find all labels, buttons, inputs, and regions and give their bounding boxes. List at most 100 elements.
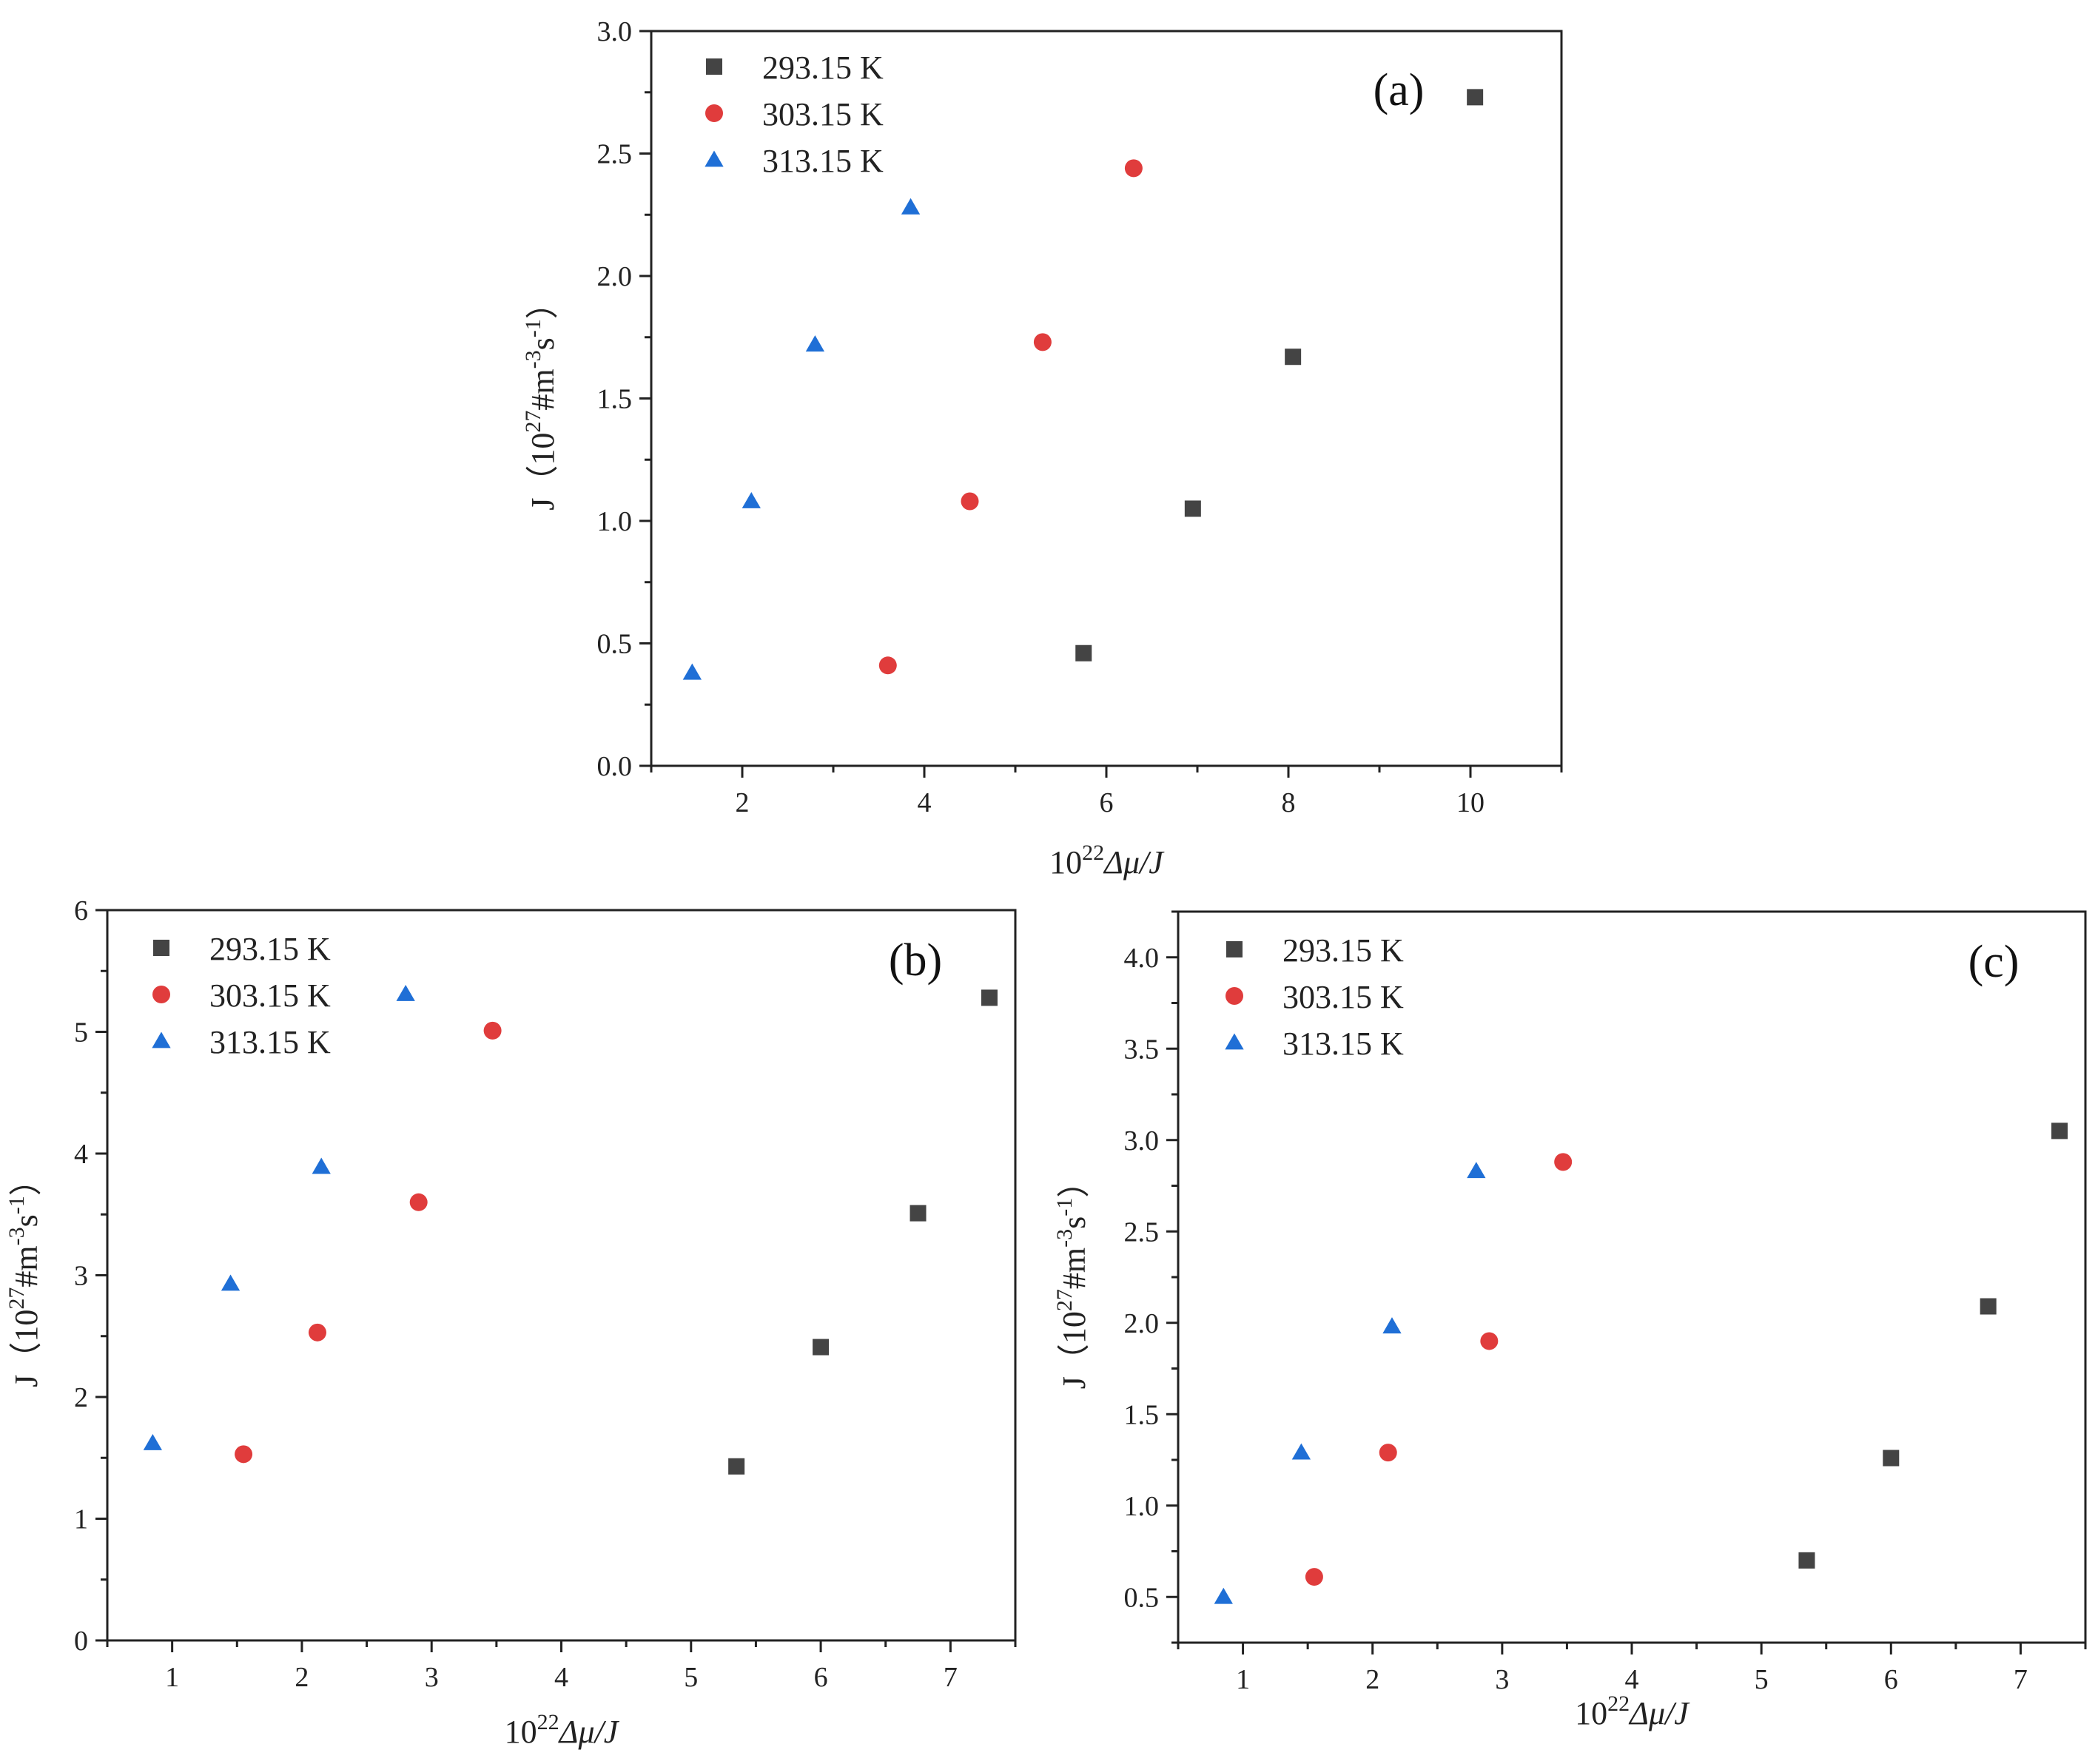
data-point bbox=[728, 1458, 745, 1475]
data-point bbox=[805, 335, 825, 352]
data-point bbox=[981, 989, 998, 1006]
x-tick-label: 1 bbox=[165, 1662, 179, 1693]
legend-label: 313.15 K bbox=[209, 1024, 331, 1060]
x-tick-label: 1 bbox=[1236, 1664, 1250, 1695]
x-tick-label: 8 bbox=[1282, 787, 1296, 818]
data-point bbox=[1798, 1552, 1815, 1569]
data-point bbox=[396, 984, 415, 1001]
legend-label: 313.15 K bbox=[762, 143, 884, 179]
y-tick-label: 5 bbox=[74, 1017, 88, 1048]
x-tick-label: 2 bbox=[295, 1662, 309, 1693]
data-point bbox=[1554, 1153, 1573, 1171]
x-tick-label: 5 bbox=[1755, 1664, 1769, 1695]
data-point bbox=[1467, 89, 1484, 106]
data-point bbox=[1467, 1162, 1486, 1179]
y-tick-label: 1.5 bbox=[597, 384, 633, 415]
data-point bbox=[221, 1274, 241, 1291]
panel-label: (a) bbox=[1374, 65, 1425, 115]
y-tick-label: 0.0 bbox=[597, 751, 633, 782]
y-tick-label: 4.0 bbox=[1124, 943, 1160, 974]
y-tick-label: 6 bbox=[74, 895, 88, 926]
data-point bbox=[1184, 500, 1201, 517]
legend-marker bbox=[705, 104, 723, 122]
y-tick-label: 1.0 bbox=[1124, 1491, 1160, 1522]
legend-marker bbox=[152, 1031, 171, 1048]
panel-c: 1 2 3 4 5 6 7 0.5 1.0 1.5 2.0 2.5 3.0 3.5 4.0 1022Δμ/J J… bbox=[1052, 910, 2087, 1731]
x-tick-label: 6 bbox=[814, 1662, 828, 1693]
y-tick-label: 3 bbox=[74, 1261, 88, 1292]
y-tick-label: 1 bbox=[74, 1504, 88, 1535]
x-tick-label: 7 bbox=[2014, 1664, 2028, 1695]
y-tick-label: 2.5 bbox=[597, 139, 633, 170]
data-point bbox=[483, 1021, 502, 1040]
legend-marker bbox=[1226, 941, 1243, 957]
legend-label: 303.15 K bbox=[762, 96, 884, 132]
x-tick-label: 2 bbox=[736, 787, 750, 818]
data-point bbox=[813, 1339, 830, 1356]
x-tick-label: 4 bbox=[554, 1662, 568, 1693]
y-tick-label: 3.0 bbox=[597, 16, 633, 47]
y-tick-label: 2 bbox=[74, 1382, 88, 1413]
x-axis-title: 1022Δμ/J bbox=[1575, 1691, 1690, 1731]
legend-label: 303.15 K bbox=[1282, 979, 1404, 1015]
y-tick-label: 2.5 bbox=[1124, 1216, 1160, 1248]
y-axis-title: J（1027#m-3s-1） bbox=[4, 1163, 44, 1387]
legend-marker bbox=[706, 58, 722, 75]
x-tick-label: 4 bbox=[918, 787, 932, 818]
legend-label: 303.15 K bbox=[209, 977, 331, 1014]
plot-frame bbox=[650, 30, 1563, 767]
y-tick-label: 3.0 bbox=[1124, 1125, 1160, 1157]
x-tick-label: 5 bbox=[684, 1662, 698, 1693]
legend-label: 293.15 K bbox=[209, 931, 331, 967]
y-tick-label: 1.5 bbox=[1124, 1399, 1160, 1430]
panel-b: 1 2 3 4 5 6 7 0 1 2 3 4 5 6 1022Δμ/J J（1027#m-3s-1） (b) 2… bbox=[4, 895, 1017, 1750]
y-tick-label: 2.0 bbox=[1124, 1308, 1160, 1339]
data-point bbox=[143, 1433, 162, 1450]
legend-marker bbox=[1225, 1033, 1244, 1050]
data-point bbox=[901, 198, 921, 215]
data-point bbox=[1480, 1332, 1499, 1350]
y-tick-label: 1.0 bbox=[597, 506, 633, 537]
data-point bbox=[961, 492, 979, 511]
panel-a: 2 4 6 8 10 0.0 0.5 1.0 1.5 2.0 2.5 3.0 1022Δμ/J J（102… bbox=[521, 16, 1563, 881]
data-point bbox=[878, 656, 897, 675]
legend-marker bbox=[705, 150, 724, 167]
y-tick-label: 4 bbox=[74, 1139, 88, 1170]
data-point bbox=[1291, 1443, 1311, 1460]
panel-label: (c) bbox=[1968, 937, 2020, 987]
x-tick-label: 6 bbox=[1100, 787, 1114, 818]
data-point bbox=[1305, 1568, 1323, 1586]
legend-marker bbox=[153, 940, 169, 956]
plot-frame bbox=[106, 909, 1017, 1642]
legend-label: 293.15 K bbox=[762, 50, 884, 86]
y-tick-label: 0.5 bbox=[597, 629, 633, 660]
data-point bbox=[1980, 1298, 1997, 1315]
y-tick-label: 0 bbox=[74, 1626, 88, 1657]
data-point bbox=[910, 1205, 927, 1222]
x-tick-label: 3 bbox=[1495, 1664, 1509, 1695]
y-tick-label: 2.0 bbox=[597, 261, 633, 292]
data-point bbox=[1033, 333, 1052, 351]
data-point bbox=[2051, 1122, 2068, 1139]
x-tick-label: 10 bbox=[1456, 787, 1485, 818]
data-point bbox=[1382, 1317, 1402, 1334]
legend-label: 293.15 K bbox=[1282, 932, 1404, 969]
y-axis-title: J（1027#m-3s-1） bbox=[1052, 1165, 1092, 1389]
legend-label: 313.15 K bbox=[1282, 1026, 1404, 1062]
y-axis-title: J（1027#m-3s-1） bbox=[521, 286, 561, 510]
data-point bbox=[742, 491, 761, 508]
x-axis-title: 1022Δμ/J bbox=[505, 1710, 620, 1750]
x-tick-label: 6 bbox=[1884, 1664, 1898, 1695]
x-tick-label: 7 bbox=[944, 1662, 958, 1693]
data-point bbox=[1124, 159, 1143, 178]
data-point bbox=[1214, 1587, 1233, 1604]
x-tick-label: 3 bbox=[425, 1662, 439, 1693]
x-tick-label: 4 bbox=[1625, 1664, 1639, 1695]
legend-marker bbox=[152, 986, 170, 1003]
x-axis-title: 1022Δμ/J bbox=[1049, 841, 1165, 881]
y-tick-label: 3.5 bbox=[1124, 1034, 1160, 1065]
data-point bbox=[409, 1193, 428, 1211]
y-tick-label: 0.5 bbox=[1124, 1582, 1160, 1613]
data-point bbox=[682, 663, 702, 680]
